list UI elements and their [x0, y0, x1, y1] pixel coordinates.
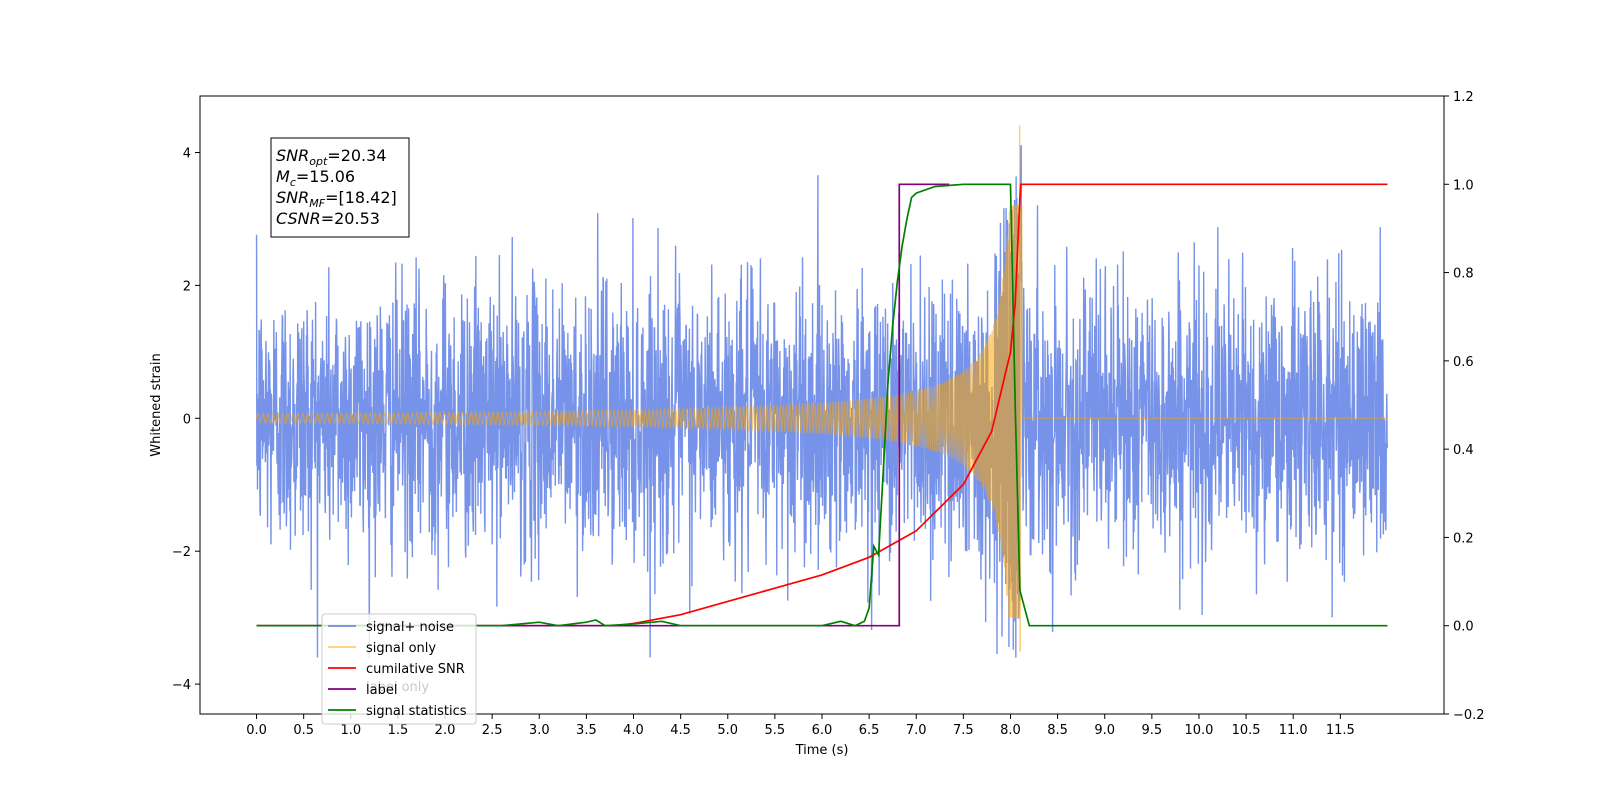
x-tick-label: 2.5: [482, 723, 503, 738]
x-tick-label: 0.5: [293, 723, 314, 738]
annotation-value: =20.34: [327, 146, 386, 165]
y-axis-label: Whitened strain: [149, 353, 164, 456]
legend-label: signal statistics: [366, 704, 467, 719]
x-tick-label: 6.5: [859, 723, 880, 738]
legend-label: signal only: [366, 641, 436, 656]
series-signal-statistics: [256, 183, 1388, 627]
x-tick-label: 3.0: [529, 723, 550, 738]
annotation-symbol: SNR: [276, 146, 309, 165]
x-tick-label: 4.0: [623, 723, 644, 738]
annotation-subscript: MF: [309, 197, 325, 210]
x-tick-label: 8.5: [1047, 723, 1068, 738]
y-right-tick-label: 0.4: [1453, 443, 1474, 458]
y-right-tick-label: 0.2: [1453, 531, 1474, 546]
annotation-symbol: M: [276, 167, 290, 186]
x-tick-label: 10.5: [1232, 723, 1261, 738]
legend-label: label: [366, 683, 397, 698]
y-left-tick-label: 0: [183, 412, 191, 427]
x-tick-label: 7.5: [953, 723, 974, 738]
x-tick-label: 7.0: [906, 723, 927, 738]
x-tick-label: 3.5: [576, 723, 597, 738]
x-tick-label: 11.0: [1279, 723, 1308, 738]
y-right-tick-label: −0.2: [1453, 708, 1485, 723]
annotation-box: SNRopt=20.34Mc=15.06SNRMF=[18.42]CSNR=20…: [270, 137, 410, 238]
x-axis-label: Time (s): [795, 743, 849, 758]
annotation-line: Mc=15.06: [276, 167, 355, 189]
y-axis-left: −4 −2 0 2 4: [172, 146, 200, 693]
x-tick-label: 4.5: [670, 723, 691, 738]
x-tick-label: 2.0: [435, 723, 456, 738]
y-right-tick-label: 0.6: [1453, 355, 1474, 370]
legend-frame: [321, 613, 477, 725]
legend-ghost-text: label only: [366, 680, 429, 695]
annotation-value: =20.53: [321, 209, 380, 228]
annotation-subscript: opt: [309, 155, 328, 168]
plot-series: [255, 125, 1389, 658]
x-tick-label: 10.0: [1184, 723, 1213, 738]
annotation-value: =[18.42]: [325, 188, 397, 207]
y-left-tick-label: −2: [172, 545, 191, 560]
series-label: [256, 183, 950, 627]
annotation-line: SNRopt=20.34: [276, 146, 387, 168]
x-tick-label: 9.0: [1094, 723, 1115, 738]
legend-label: cumilative SNR: [366, 662, 465, 677]
y-right-tick-label: 1.0: [1453, 178, 1474, 193]
series-cumulative-snr: [256, 183, 1388, 627]
legend-label: signal+ noise: [366, 620, 454, 635]
y-right-tick-label: 1.2: [1453, 90, 1474, 105]
annotation-frame: [270, 137, 410, 238]
x-tick-label: 8.0: [1000, 723, 1021, 738]
annotation-subscript: c: [290, 176, 296, 189]
x-tick-label: 6.0: [812, 723, 833, 738]
y-right-tick-label: 0.0: [1453, 620, 1474, 635]
y-axis-right: −0.2 0.0 0.2 0.4 0.6 0.8 1.0 1.2: [1444, 90, 1485, 723]
y-left-tick-label: 2: [183, 279, 191, 294]
annotation-line: CSNR=20.53: [276, 209, 380, 228]
x-tick-label: 0.0: [246, 723, 267, 738]
x-tick-label: 5.0: [717, 723, 738, 738]
series-signal-only: [255, 125, 1388, 652]
x-tick-label: 1.0: [340, 723, 361, 738]
series-signal-plus-noise: [255, 145, 1389, 658]
annotation-value: =15.06: [296, 167, 355, 186]
x-tick-label: 11.5: [1326, 723, 1355, 738]
x-tick-label: 1.5: [388, 723, 409, 738]
annotation-symbol: CSNR: [276, 209, 321, 228]
y-left-tick-label: 4: [183, 146, 191, 161]
annotation-line: SNRMF=[18.42]: [276, 188, 397, 210]
x-tick-label: 9.5: [1142, 723, 1163, 738]
x-axis: 0.0 0.5 1.0 1.5 2.0 2.5 3.0 3.5 4.0 4.5 5.0 5.5 6.0 6…: [246, 714, 1355, 738]
y-right-tick-label: 0.8: [1453, 267, 1474, 282]
annotation-symbol: SNR: [276, 188, 309, 207]
legend: label only signal+ noise signal only cumila…: [321, 613, 477, 725]
x-tick-label: 5.5: [765, 723, 786, 738]
y-left-tick-label: −4: [172, 678, 191, 693]
